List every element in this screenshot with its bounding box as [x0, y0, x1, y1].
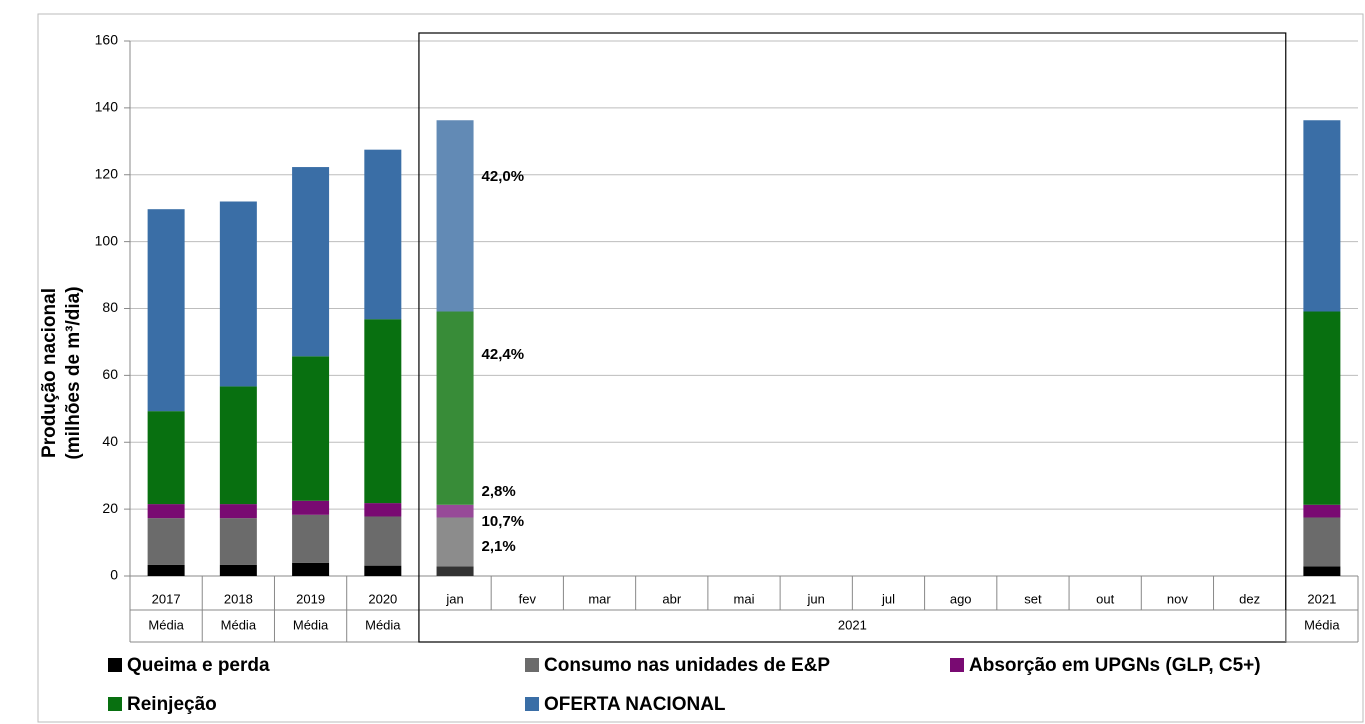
- x-tick-label: 2017: [152, 591, 181, 606]
- x-tick-label: out: [1096, 591, 1114, 606]
- y-tick-label: 40: [102, 433, 118, 449]
- legend-swatch: [108, 658, 122, 672]
- x-tick-label: 2021: [1307, 591, 1336, 606]
- group-label: Média: [365, 617, 401, 632]
- bar-segment: [219, 518, 257, 565]
- y-axis-title-line: (milhões de m³/dia): [63, 286, 84, 459]
- x-tick-label: mar: [588, 591, 611, 606]
- bar-segment: [1303, 120, 1341, 312]
- bar-segment: [292, 500, 330, 515]
- legend-swatch: [525, 658, 539, 672]
- bar-segment: [219, 386, 257, 505]
- y-tick-label: 20: [102, 500, 118, 516]
- x-tick-label: jun: [807, 591, 825, 606]
- x-tick-label: fev: [519, 591, 537, 606]
- bar-segment: [292, 356, 330, 501]
- value-annotation: 2,1%: [482, 538, 516, 555]
- bar-segment: [1303, 311, 1341, 505]
- legend-label: Queima e perda: [127, 655, 270, 676]
- x-tick-label: abr: [662, 591, 681, 606]
- bar-segment: [147, 564, 185, 576]
- x-tick-label: 2019: [296, 591, 325, 606]
- y-tick-label: 120: [95, 165, 119, 181]
- legend-swatch: [525, 697, 539, 711]
- group-label: Média: [1304, 617, 1340, 632]
- bar-segment: [147, 411, 185, 505]
- bar-segment: [292, 562, 330, 576]
- legend-label: OFERTA NACIONAL: [544, 694, 726, 715]
- y-axis-title: Produção nacional (milhões de m³/dia): [39, 286, 84, 459]
- x-tick-label: 2018: [224, 591, 253, 606]
- bar-segment: [147, 209, 185, 412]
- y-tick-label: 60: [102, 366, 118, 382]
- bar-segment: [1303, 517, 1341, 567]
- group-label: Média: [293, 617, 329, 632]
- x-tick-label: mai: [734, 591, 755, 606]
- x-tick-label: dez: [1239, 591, 1260, 606]
- bar-segment: [436, 566, 474, 576]
- x-tick-label: 2020: [368, 591, 397, 606]
- y-tick-label: 0: [110, 567, 118, 583]
- y-axis-title-line: Produção nacional: [39, 288, 60, 458]
- bar-segment: [292, 167, 330, 357]
- group-label: Média: [148, 617, 184, 632]
- legend-label: Consumo nas unidades de E&P: [544, 655, 830, 676]
- bar-segment: [147, 518, 185, 565]
- x-tick-label: nov: [1167, 591, 1188, 606]
- bar-segment: [1303, 566, 1341, 576]
- x-tick-label: set: [1024, 591, 1042, 606]
- y-tick-label: 100: [95, 232, 119, 248]
- value-annotation: 42,4%: [482, 346, 525, 363]
- bar-segment: [364, 516, 402, 566]
- group-label: 2021: [838, 617, 867, 632]
- x-tick-label: jan: [445, 591, 463, 606]
- bar-segment: [436, 517, 474, 567]
- legend-label: Absorção em UPGNs (GLP, C5+): [969, 655, 1261, 676]
- bar-segment: [436, 311, 474, 505]
- bar-segment: [147, 504, 185, 519]
- value-annotation: 2,8%: [482, 483, 516, 500]
- bar-segment: [292, 514, 330, 563]
- bar-segment: [364, 319, 402, 504]
- y-tick-label: 140: [95, 99, 119, 115]
- legend-label: Reinjeção: [127, 694, 217, 715]
- period-box: [418, 32, 1287, 643]
- bar-segment: [364, 565, 402, 576]
- bar-segment: [436, 120, 474, 312]
- legend-swatch: [950, 658, 964, 672]
- legend-swatch: [108, 697, 122, 711]
- bar-segment: [436, 504, 474, 518]
- bar-segment: [364, 503, 402, 517]
- bar-segment: [219, 564, 257, 576]
- y-tick-label: 160: [95, 32, 119, 48]
- x-tick-label: jul: [881, 591, 895, 606]
- value-annotation: 42,0%: [482, 168, 525, 185]
- x-tick-label: ago: [950, 591, 972, 606]
- chart-frame: [37, 13, 1364, 723]
- bar-segment: [219, 504, 257, 519]
- group-label: Média: [221, 617, 257, 632]
- bar-segment: [219, 201, 257, 387]
- value-annotation: 10,7%: [482, 513, 525, 530]
- bar-segment: [364, 149, 402, 320]
- y-tick-label: 80: [102, 299, 118, 315]
- bar-segment: [1303, 504, 1341, 518]
